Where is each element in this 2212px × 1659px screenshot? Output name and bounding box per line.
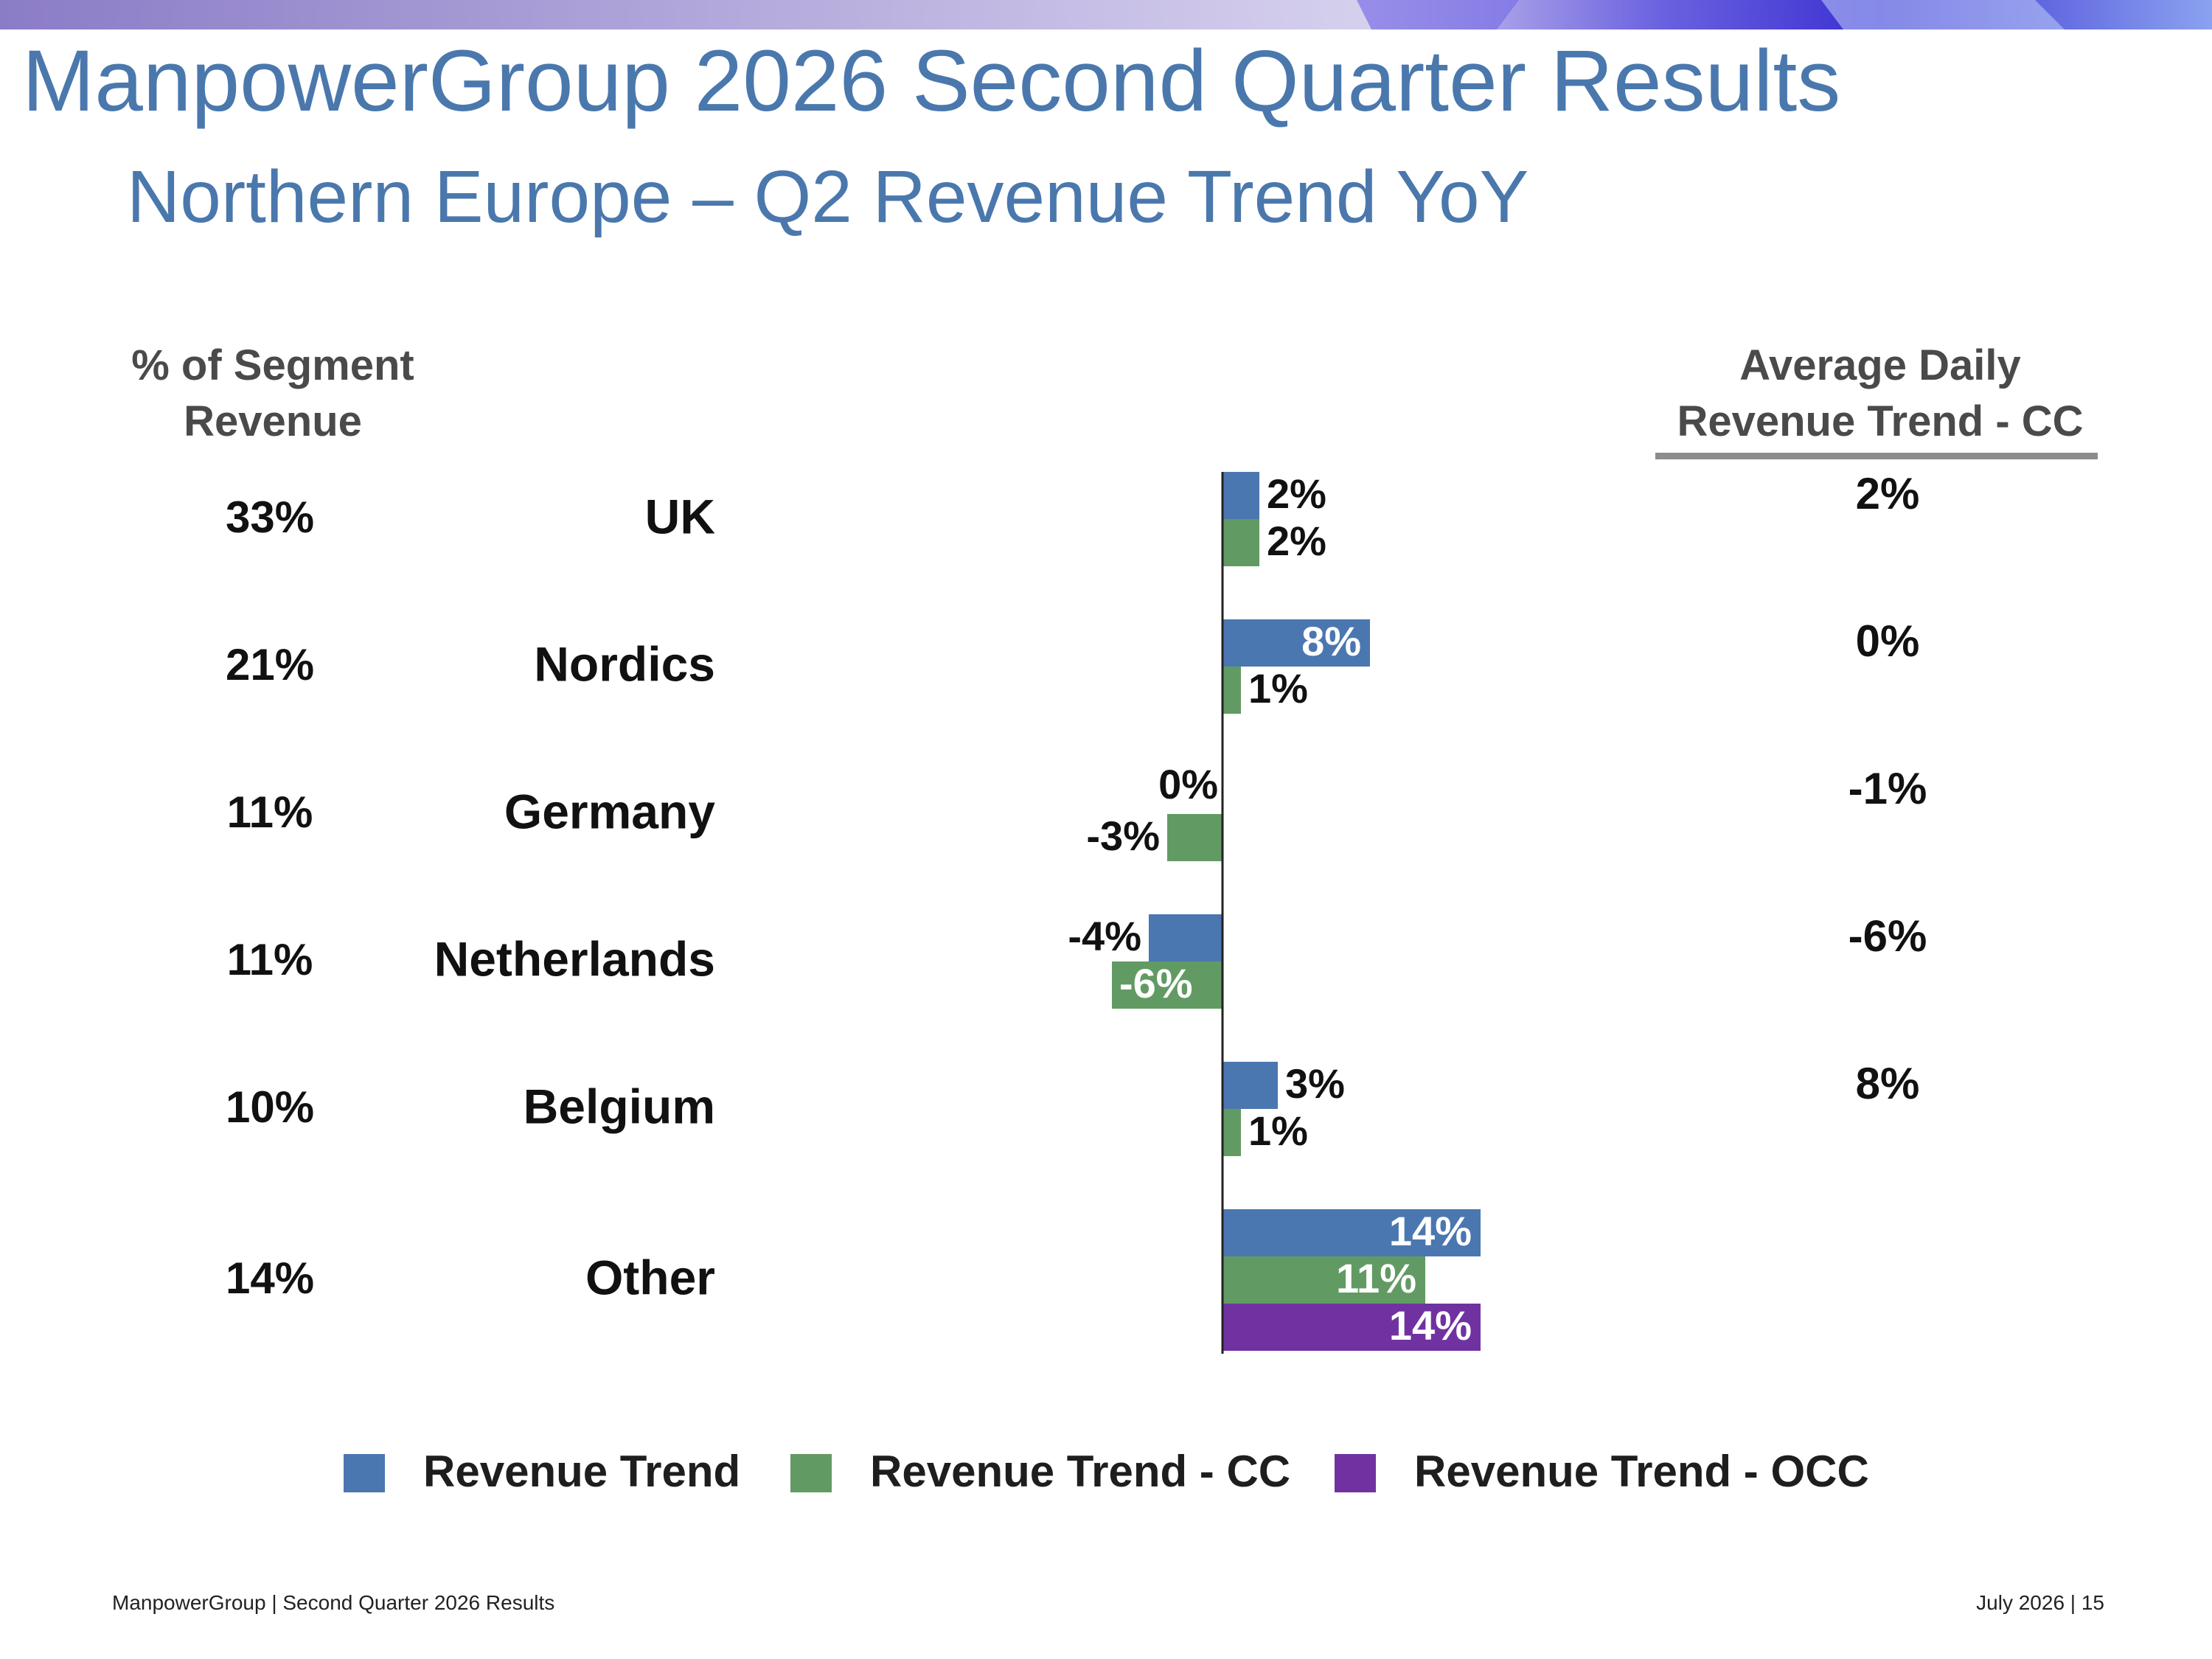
bar-revenue_trend (1222, 472, 1259, 519)
segment-share-header-line2: Revenue (184, 397, 362, 445)
category-label: Belgium (524, 1079, 715, 1133)
legend-label-revenue_trend: Revenue Trend (423, 1447, 740, 1496)
segment-share-value: 11% (227, 935, 313, 984)
category-label: Germany (504, 784, 715, 838)
legend-swatch-revenue_trend_occ (1335, 1454, 1376, 1492)
footer-right: July 2026 | 15 (1976, 1591, 2104, 1614)
bar-revenue_trend_cc (1112, 961, 1222, 1009)
segment-share-value: 21% (226, 640, 314, 689)
bar-revenue_trend_cc (1222, 1109, 1241, 1156)
segment-share-value: 11% (227, 787, 313, 837)
bar-revenue_trend (1222, 1209, 1481, 1256)
bar-revenue_trend_cc (1222, 519, 1259, 566)
adr-trend-header: Average Daily Revenue Trend - CC (1644, 338, 2116, 450)
data-label: 0% (1158, 761, 1218, 807)
bar-revenue_trend_occ (1222, 1304, 1481, 1351)
data-label: 2% (1267, 470, 1326, 517)
adr-trend-header-line1: Average Daily (1739, 341, 2021, 389)
category-label: Netherlands (434, 931, 715, 986)
bar-revenue_trend (1222, 1062, 1278, 1109)
bar-revenue_trend (1149, 914, 1222, 961)
bar-revenue_trend_cc (1222, 667, 1241, 714)
bar-revenue_trend_cc (1222, 1256, 1425, 1304)
adr-trend-value: 8% (1856, 1059, 1920, 1108)
segment-share-header-line1: % of Segment (131, 341, 414, 389)
adr-header-underline (1655, 453, 2098, 459)
data-label: 1% (1248, 1107, 1308, 1154)
bar-revenue_trend_cc (1167, 814, 1222, 861)
data-label: 2% (1267, 518, 1326, 564)
data-label: -4% (1068, 913, 1141, 959)
adr-trend-value: 0% (1856, 616, 1920, 666)
data-label: 1% (1248, 665, 1308, 712)
data-label: 3% (1285, 1060, 1345, 1107)
page-subtitle: Northern Europe – Q2 Revenue Trend YoY (127, 156, 1529, 238)
top-decorative-band (0, 0, 2212, 29)
category-label: UK (645, 489, 716, 543)
category-label: Nordics (534, 636, 715, 691)
data-label: -3% (1086, 813, 1160, 859)
adr-trend-value: 2% (1856, 469, 1920, 518)
data-label: -6% (1119, 960, 1193, 1006)
legend-swatch-revenue_trend_cc (790, 1454, 832, 1492)
legend-label-revenue_trend_occ: Revenue Trend - OCC (1414, 1447, 1869, 1496)
adr-trend-header-line2: Revenue Trend - CC (1677, 397, 2084, 445)
category-label: Other (585, 1250, 715, 1304)
page-title: ManpowerGroup 2026 Second Quarter Result… (22, 32, 1841, 130)
data-label: 14% (1389, 1302, 1472, 1349)
segment-share-value: 10% (226, 1082, 314, 1132)
legend-swatch-revenue_trend (344, 1454, 385, 1492)
legend-label-revenue_trend_cc: Revenue Trend - CC (870, 1447, 1290, 1496)
data-label: 11% (1336, 1255, 1416, 1301)
adr-trend-value: -1% (1848, 764, 1927, 813)
segment-share-value: 33% (226, 493, 314, 542)
footer-left: ManpowerGroup | Second Quarter 2026 Resu… (112, 1591, 555, 1614)
adr-trend-value: -6% (1848, 911, 1927, 961)
segment-share-header: % of Segment Revenue (88, 338, 457, 450)
data-label: 8% (1301, 618, 1361, 664)
data-label: 14% (1389, 1208, 1472, 1254)
segment-share-value: 14% (226, 1253, 314, 1303)
bar-revenue_trend (1222, 619, 1370, 667)
